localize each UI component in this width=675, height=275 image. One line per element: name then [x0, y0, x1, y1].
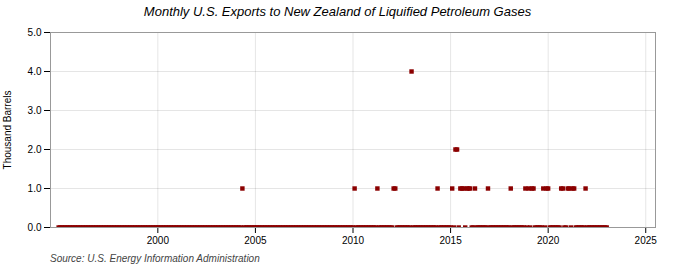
svg-text:2010: 2010 [342, 235, 365, 246]
svg-text:3.0: 3.0 [28, 105, 42, 116]
html-text:Source: U.S. Energy Informatio: Source: U.S. Energy Information Administ… [50, 253, 260, 264]
svg-text:Thousand Barrels: Thousand Barrels [2, 91, 13, 170]
svg-text:2020: 2020 [537, 235, 560, 246]
html-text:Monthly U.S. Exports to New Ze: Monthly U.S. Exports to New Zealand of L… [143, 4, 532, 19]
svg-text:5.0: 5.0 [28, 27, 42, 38]
svg-text:2.0: 2.0 [28, 144, 42, 155]
svg-text:2015: 2015 [439, 235, 462, 246]
svg-text:2000: 2000 [147, 235, 170, 246]
svg-text:2025: 2025 [635, 235, 658, 246]
svg-text:0.0: 0.0 [28, 222, 42, 233]
svg-text:4.0: 4.0 [28, 66, 42, 77]
svg-text:2005: 2005 [244, 235, 267, 246]
svg-text:1.0: 1.0 [28, 183, 42, 194]
